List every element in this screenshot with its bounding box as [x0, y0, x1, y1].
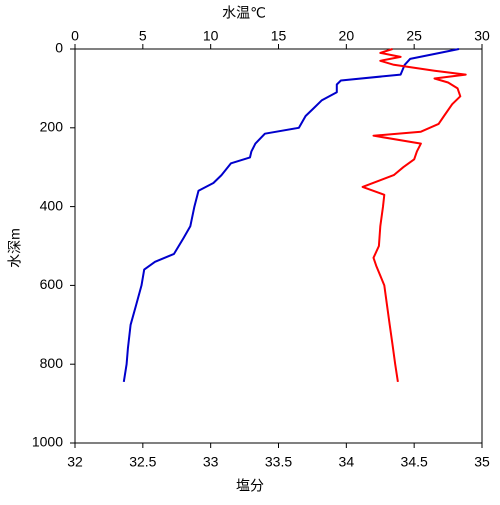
x-tick-label: 34 [339, 454, 355, 470]
x2-tick-label: 0 [71, 28, 79, 44]
x-tick-label: 32.5 [129, 454, 156, 470]
x2-tick-label: 25 [406, 28, 422, 44]
y-axis-label: 水深m [7, 228, 23, 268]
y-tick-label: 600 [40, 276, 64, 292]
y-tick-label: 800 [40, 355, 64, 371]
plot-frame [74, 48, 483, 444]
x-tick-label: 34.5 [401, 454, 428, 470]
x2-tick-label: 20 [339, 28, 355, 44]
y-tick-label: 400 [40, 197, 64, 213]
x2-tick-label: 30 [474, 28, 490, 44]
profile-line [122, 48, 460, 383]
bottom-axis-label: 塩分 [236, 478, 264, 494]
y-tick-label: 200 [40, 119, 64, 135]
x-tick-label: 35 [474, 454, 490, 470]
x-tick-label: 32 [67, 454, 83, 470]
y-tick-label: 0 [55, 40, 63, 56]
x-tick-label: 33 [203, 454, 219, 470]
x-tick-label: 33.5 [265, 454, 292, 470]
x2-tick-label: 5 [139, 28, 147, 44]
x2-tick-label: 15 [271, 28, 287, 44]
x2-tick-label: 10 [203, 28, 219, 44]
top-axis-label: 水温℃ [222, 5, 266, 21]
y-tick-label: 1000 [32, 434, 63, 450]
profile-line [361, 48, 467, 383]
